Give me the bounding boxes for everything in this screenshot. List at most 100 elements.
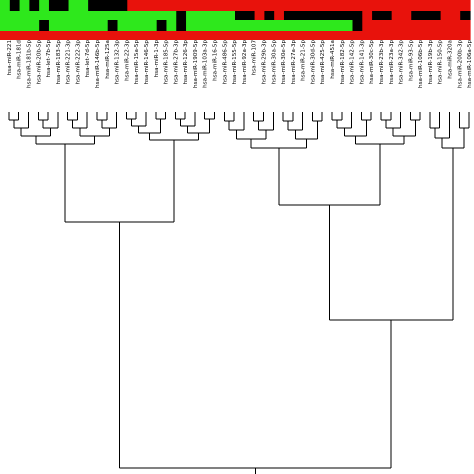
heatmap-cell <box>264 0 275 11</box>
heatmap-cell <box>254 0 265 11</box>
heatmap-cell <box>283 11 295 20</box>
heatmap-cell <box>176 20 187 31</box>
heatmap-cell <box>440 0 452 11</box>
heatmap-cell <box>127 31 138 40</box>
heatmap-cell <box>313 20 324 31</box>
heatmap-cell <box>460 11 471 20</box>
heatmap-cell <box>421 20 432 31</box>
heatmap-cell <box>186 20 197 31</box>
heatmap-cell <box>225 0 236 11</box>
heatmap-cell <box>107 20 119 31</box>
heatmap-cell <box>342 0 354 11</box>
mirna-label: hsa-miR-30e-5p <box>281 40 287 85</box>
heatmap-cell <box>97 20 109 31</box>
mirna-label: hsa-let-7d-5p <box>85 40 91 78</box>
heatmap-cell <box>176 31 187 40</box>
heatmap-cell <box>332 20 344 31</box>
heatmap-cell <box>235 20 246 31</box>
heatmap-cell <box>205 31 217 40</box>
heatmap-cell <box>29 31 40 40</box>
heatmap-cell <box>107 31 119 40</box>
heatmap-cell <box>381 20 393 31</box>
mirna-label: hsa-miR-320a <box>448 40 454 79</box>
heatmap-cell <box>313 11 324 20</box>
heatmap-cell <box>0 31 11 40</box>
heatmap-cell <box>391 31 403 40</box>
heatmap-cell <box>186 31 197 40</box>
heatmap-cell <box>0 11 11 20</box>
heatmap-cell <box>440 11 452 20</box>
heatmap-cell <box>137 0 148 11</box>
heatmap-cell <box>460 31 471 40</box>
heatmap-cell <box>323 0 334 11</box>
heatmap-cell <box>460 0 471 11</box>
heatmap-cell <box>19 31 30 40</box>
heatmap-cell <box>146 11 158 20</box>
mirna-label: hsa-miR-183-5p <box>56 40 62 85</box>
heatmap-cell <box>254 20 265 31</box>
heatmap-cell <box>186 11 197 20</box>
heatmap-cell <box>156 11 168 20</box>
heatmap-cell <box>372 0 383 11</box>
heatmap-cell <box>235 0 246 11</box>
mirna-label: hsa-miR-342-3p <box>399 40 405 85</box>
heatmap-cell <box>156 31 168 40</box>
heatmap-cell <box>264 11 275 20</box>
mirna-label: hsa-miR-425-5p <box>320 40 326 85</box>
mirna-label: hsa-miR-221-3p <box>66 40 72 85</box>
heatmap-cell <box>244 31 256 40</box>
heatmap-cell <box>235 31 246 40</box>
heatmap-cell <box>332 11 344 20</box>
heatmap-cell <box>58 31 70 40</box>
heatmap-cell <box>195 11 207 20</box>
heatmap-cell <box>107 0 119 11</box>
mirna-label: hsa-miR-155-5p <box>232 40 238 85</box>
heatmap-cell <box>195 20 207 31</box>
heatmap-cell <box>411 31 422 40</box>
heatmap-cell <box>450 0 461 11</box>
heatmap-cell <box>342 11 354 20</box>
heatmap-cell <box>372 11 383 20</box>
heatmap-cell <box>137 31 148 40</box>
heatmap-cell <box>362 20 373 31</box>
mirna-label: hsa-miR-146-5p <box>144 40 150 85</box>
heatmap-cell <box>107 11 119 20</box>
mirna-label: hsa-miR-106a-5p <box>467 40 473 88</box>
heatmap-cell <box>332 0 344 11</box>
heatmap-cell <box>430 31 442 40</box>
heatmap-cell <box>29 0 40 11</box>
mirna-label: hsa-miR-132-3p <box>115 40 121 85</box>
mirna-label: hsa-miR-23b-3p <box>379 40 385 85</box>
mirna-label: hsa-miR-16-5p <box>213 40 219 81</box>
heatmap-cell <box>39 0 50 11</box>
heatmap-cell <box>9 31 21 40</box>
heatmap-cell <box>97 11 109 20</box>
heatmap-cell <box>166 0 177 11</box>
heatmap-cell <box>88 31 99 40</box>
heatmap-cell <box>313 0 324 11</box>
heatmap-cell <box>39 20 50 31</box>
heatmap-cell <box>68 31 79 40</box>
mirna-label: hsa-miR-150-5p <box>438 40 444 85</box>
heatmap-cell <box>127 0 138 11</box>
heatmap-cell <box>293 0 305 11</box>
heatmap-cell <box>127 11 138 20</box>
heatmap-cell <box>303 31 314 40</box>
heatmap-cell <box>156 20 168 31</box>
heatmap-cell <box>381 0 393 11</box>
heatmap-cell <box>440 31 452 40</box>
heatmap-cell <box>0 0 11 11</box>
heatmap-cell <box>205 0 217 11</box>
heatmap-cell <box>195 0 207 11</box>
heatmap-cell <box>283 20 295 31</box>
heatmap-cell <box>264 31 275 40</box>
heatmap-cell <box>352 0 363 11</box>
heatmap-cell <box>303 11 314 20</box>
heatmap-cell <box>39 11 50 20</box>
heatmap-cell <box>411 0 422 11</box>
heatmap-cell <box>323 31 334 40</box>
heatmap-cell <box>411 20 422 31</box>
heatmap-cell <box>283 0 295 11</box>
heatmap-cell <box>283 31 295 40</box>
heatmap-cell <box>9 0 21 11</box>
